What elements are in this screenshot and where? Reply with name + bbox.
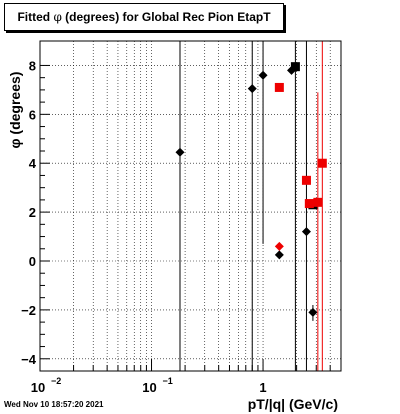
y-axis-label: φ (degrees): [7, 72, 23, 149]
x-tick-label: 10: [142, 380, 156, 395]
x-tick-label: 10: [31, 380, 45, 395]
title-text-after: (degrees) for Global Rec Pion EtapT: [61, 10, 271, 24]
y-tick-label: 8: [29, 58, 36, 73]
data-point-diamond: [301, 227, 311, 237]
x-tick-exponent: −2: [51, 376, 61, 386]
data-point-diamond: [175, 147, 185, 157]
y-tick-label: 2: [29, 205, 36, 220]
data-point-square: [301, 175, 311, 185]
x-tick-exponent: −1: [163, 376, 173, 386]
title-box: Fitted φ (degrees) for Global Rec Pion E…: [4, 3, 284, 31]
x-axis-label: pT/|q| (GeV/c): [248, 396, 338, 412]
data-point-square: [274, 82, 284, 92]
x-tick-label: 1: [259, 380, 266, 395]
y-tick-label: 6: [29, 107, 36, 122]
data-markers: [175, 62, 327, 317]
data-point-diamond: [258, 70, 268, 80]
data-point-diamond: [308, 307, 318, 317]
data-point-square: [304, 199, 314, 209]
y-tick-label: −4: [21, 352, 37, 367]
y-tick-label: 0: [29, 254, 36, 269]
data-point-square: [317, 158, 327, 168]
y-axis-ticks: −4 −2 0 2 4 6 8: [21, 58, 50, 367]
title-text-before: Fitted: [17, 10, 54, 24]
data-point-diamond: [247, 84, 257, 94]
data-point-diamond: [274, 250, 284, 260]
x-axis-ticks: 10 −2 10 −1 1: [31, 359, 342, 395]
data-point-diamond: [274, 241, 284, 251]
plot-frame: [39, 40, 342, 372]
timestamp: Wed Nov 10 18:57:20 2021: [4, 400, 104, 409]
data-point-square: [290, 62, 300, 72]
y-tick-label: 4: [29, 156, 37, 171]
y-tick-label: −2: [21, 303, 36, 318]
phi-symbol: φ: [53, 10, 62, 24]
data-point-square: [313, 197, 323, 207]
